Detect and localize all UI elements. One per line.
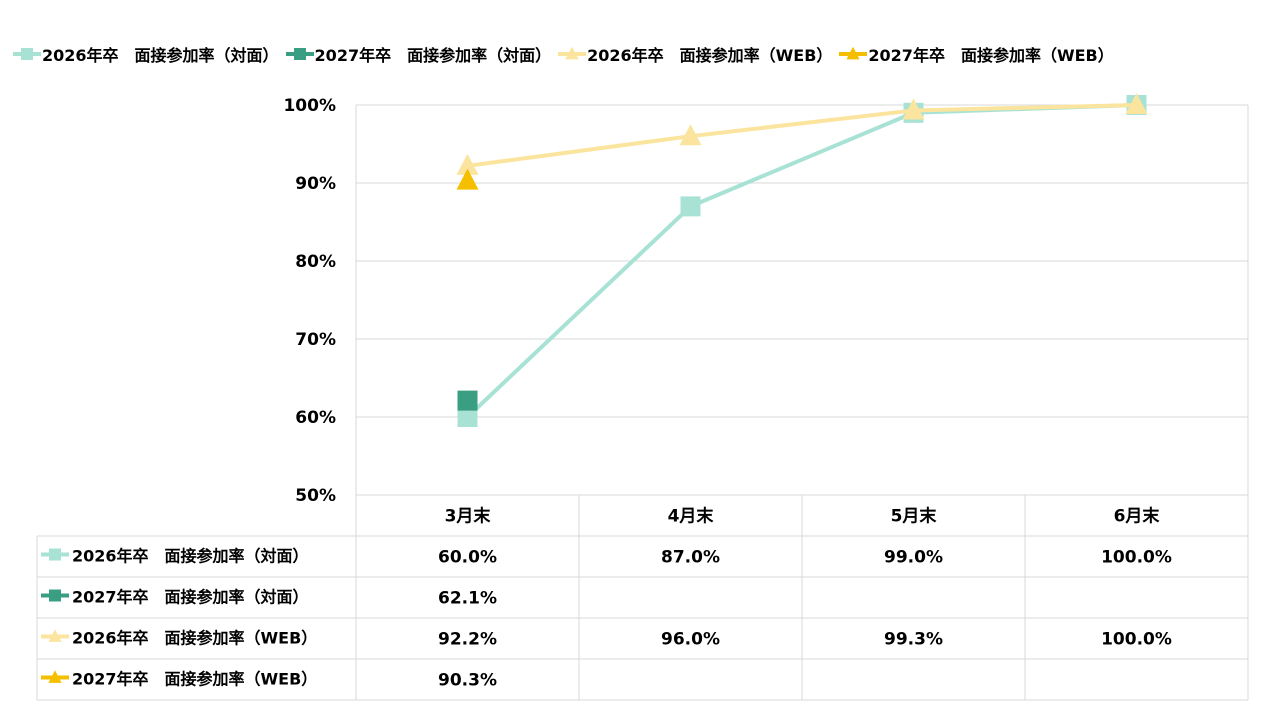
square-marker-icon bbox=[13, 48, 41, 60]
legend-item: 2026年卒 面接参加率（対面） bbox=[12, 42, 279, 66]
series-line-2 bbox=[467, 103, 1137, 168]
y-tick-label: 100% bbox=[283, 96, 336, 116]
data-cell-label: 100.0% bbox=[1101, 548, 1172, 568]
category-label: 6月末 bbox=[1114, 506, 1161, 527]
legend-label: 2026年卒 面接参加率（WEB） bbox=[587, 46, 833, 65]
category-label: 4月末 bbox=[668, 506, 715, 527]
data-cell-label: 100.0% bbox=[1101, 630, 1172, 650]
square-marker-icon bbox=[285, 48, 314, 60]
data-cell-label: 96.0% bbox=[661, 630, 720, 650]
row-label: 2026年卒 面接参加率（WEB） bbox=[72, 629, 317, 648]
series-2-point bbox=[1125, 93, 1148, 114]
series-0-point bbox=[457, 407, 478, 427]
data-table: 3月末 4月末 5月末 6月末 2026年卒 面接参加率（対面） 60.0% 87.0% 99… bbox=[36, 494, 1249, 701]
row-key-marker bbox=[48, 670, 62, 683]
category-label: 3月末 bbox=[445, 506, 492, 527]
y-axis: 100% 90% 80% 70% 60% 50% bbox=[283, 96, 336, 506]
legend-item: 2026年卒 面接参加率（WEB） bbox=[557, 42, 832, 66]
chart-legend: 2026年卒 面接参加率（対面） 2027年卒 面接参加率（対面） 2026年卒 面… bbox=[12, 42, 1272, 66]
y-tick-label: 90% bbox=[295, 174, 336, 194]
legend-item: 2027年卒 面接参加率（WEB） bbox=[838, 42, 1114, 66]
y-tick-label: 60% bbox=[295, 408, 336, 428]
legend-label: 2027年卒 面接参加率（WEB） bbox=[868, 46, 1114, 65]
y-tick-label: 70% bbox=[295, 330, 336, 350]
triangle-marker-icon bbox=[558, 46, 587, 60]
legend-marker bbox=[293, 48, 306, 60]
data-cell-label: 60.0% bbox=[438, 548, 497, 568]
row-label: 2026年卒 面接参加率（対面） bbox=[72, 547, 309, 566]
row-key-marker bbox=[49, 589, 61, 602]
row-label: 2027年卒 面接参加率（対面） bbox=[72, 588, 309, 607]
triangle-marker-icon bbox=[839, 46, 868, 60]
series-layer bbox=[456, 93, 1148, 427]
series-2-point bbox=[679, 124, 702, 146]
series-2-point bbox=[902, 98, 925, 120]
legend-marker bbox=[565, 46, 579, 60]
series-3-point bbox=[456, 168, 479, 190]
y-tick-label: 50% bbox=[295, 486, 336, 506]
legend-marker bbox=[846, 46, 861, 60]
data-cell-label: 99.0% bbox=[884, 548, 943, 568]
series-2-point bbox=[456, 153, 479, 175]
series-1-point bbox=[457, 390, 478, 411]
y-tick-label: 80% bbox=[295, 252, 336, 272]
row-key-marker bbox=[49, 548, 61, 561]
series-0-point bbox=[680, 196, 701, 217]
legend-label: 2027年卒 面接参加率（対面） bbox=[314, 46, 552, 65]
data-cell-label: 92.2% bbox=[438, 630, 497, 650]
legend-label: 2026年卒 面接参加率（対面） bbox=[42, 46, 279, 65]
data-cell-label: 90.3% bbox=[438, 671, 497, 691]
data-cell-label: 62.1% bbox=[438, 589, 497, 609]
row-label: 2027年卒 面接参加率（WEB） bbox=[72, 670, 317, 689]
legend-marker bbox=[21, 48, 33, 60]
data-cell-label: 87.0% bbox=[661, 548, 720, 568]
legend-item: 2027年卒 面接参加率（対面） bbox=[285, 42, 552, 66]
row-key-marker bbox=[48, 629, 62, 642]
data-cell-label: 99.3% bbox=[884, 630, 943, 650]
category-label: 5月末 bbox=[891, 506, 938, 527]
